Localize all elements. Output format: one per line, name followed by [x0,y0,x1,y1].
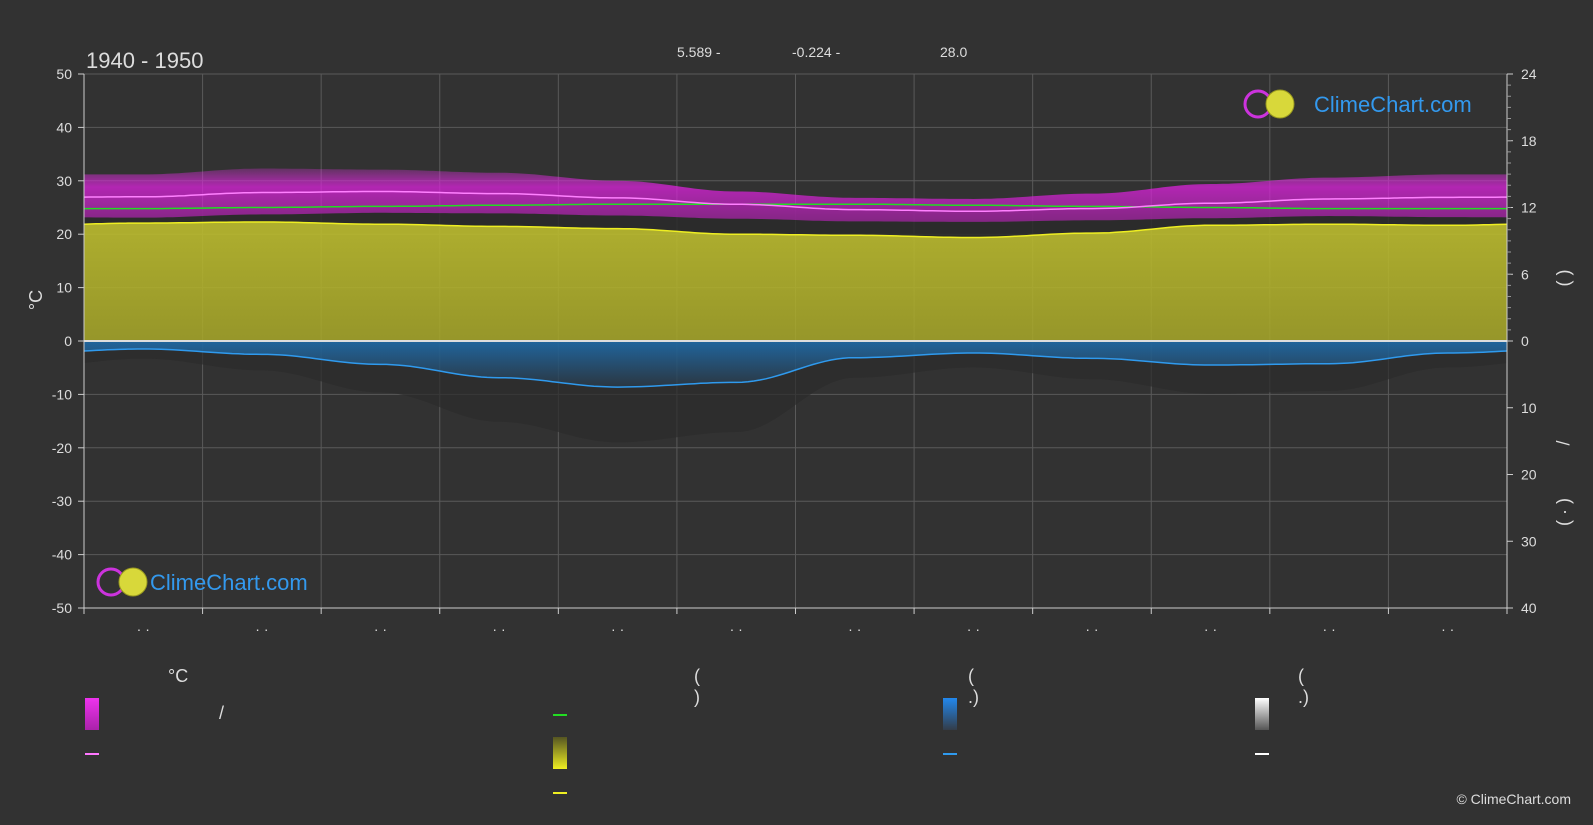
right-axis-upper-label: ( ) [1556,270,1576,287]
legend-rain-line-swatch [943,753,957,755]
left-tick-label: 0 [64,333,72,349]
month-tick-label: · · [611,621,624,637]
legend-rain-header: ( .) [968,666,979,707]
legend-temperature-header: °C [168,666,189,686]
legend-snow-swatch [1255,698,1269,730]
mean-temperature-line [83,190,1507,212]
legend-sunshine-line-swatch [553,792,567,794]
sunshine-area [84,222,1507,341]
right-upper-tick-label: 12 [1521,200,1537,216]
legend-daylight-header: ( ) [694,666,700,707]
coord-longitude: -0.224 - [792,44,841,60]
month-tick-label: · · [137,621,150,637]
legend-snow-header: ( .) [1298,666,1309,707]
month-tick-label: · · [1204,621,1217,637]
right-axis-lower-label: / [1552,440,1572,445]
rain-area [84,341,1507,388]
elevation-value: 28.0 [940,44,967,60]
right-lower-tick-label: 10 [1521,400,1537,416]
right-upper-tick-label: 0 [1521,333,1529,349]
right-lower-tick-label: 40 [1521,600,1537,616]
legend-rain-swatch [943,698,957,730]
logo-sun-icon [1265,89,1295,119]
left-tick-label: 20 [56,226,72,242]
month-tick-label: · · [255,621,268,637]
legend-temp-range-swatch [85,698,99,730]
left-axis-label: °C [26,290,46,310]
legend-sunshine-swatch [553,737,567,769]
month-tick-label: · · [492,621,505,637]
right-upper-tick-label: 18 [1521,133,1537,149]
legend-daylight-swatch [553,714,567,716]
series-layer [83,168,1508,443]
right-axis-lower-label-2: ( · ) [1556,498,1576,526]
rain-line [83,348,1508,388]
right-upper-tick-label: 6 [1521,266,1529,282]
left-tick-label: -40 [52,547,72,563]
month-tick-label: · · [1085,621,1098,637]
tick-labels: 50 40 30 20 10 0 -10 -20 -30 -40 -50 24 18 12 6 0 10 20 30… [52,66,1537,637]
month-tick-label: · · [1441,621,1454,637]
month-tick-label: · · [374,621,387,637]
temperature-range-area [84,168,1507,222]
left-tick-label: -20 [52,440,72,456]
legend-mean-temp-swatch [85,753,99,755]
right-lower-tick-label: 20 [1521,467,1537,483]
left-tick-label: 10 [56,280,72,296]
watermark-brand-bottom: ClimeChart.com [150,570,308,595]
coord-latitude: 5.589 - [677,44,721,60]
copyright-notice: © ClimeChart.com [1456,791,1571,807]
watermark-bottom: ClimeChart.com [96,567,308,597]
left-tick-label: -30 [52,493,72,509]
left-tick-label: 50 [56,66,72,82]
left-tick-label: 40 [56,119,72,135]
sunshine-line [83,221,1508,239]
month-tick-label: · · [730,621,743,637]
month-tick-label: · · [1323,621,1336,637]
left-tick-label: -50 [52,600,72,616]
watermark-brand-top: ClimeChart.com [1314,92,1472,117]
watermark-top: ClimeChart.com [1243,89,1472,119]
logo-sun-icon [118,567,148,597]
right-upper-tick-label: 24 [1521,66,1537,82]
left-tick-label: -10 [52,386,72,402]
legend-temp-range-label: / [219,703,225,723]
month-tick-label: · · [967,621,980,637]
daylight-line [84,203,1507,210]
legend-snow-line-swatch [1255,753,1269,755]
left-tick-label: 30 [56,173,72,189]
month-tick-label: · · [848,621,861,637]
chart-period-title: 1940 - 1950 [86,48,203,73]
right-lower-tick-label: 30 [1521,533,1537,549]
